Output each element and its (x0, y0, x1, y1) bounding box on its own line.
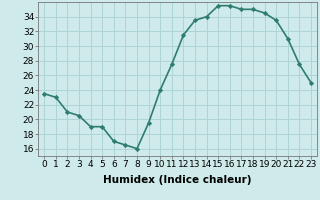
X-axis label: Humidex (Indice chaleur): Humidex (Indice chaleur) (103, 175, 252, 185)
